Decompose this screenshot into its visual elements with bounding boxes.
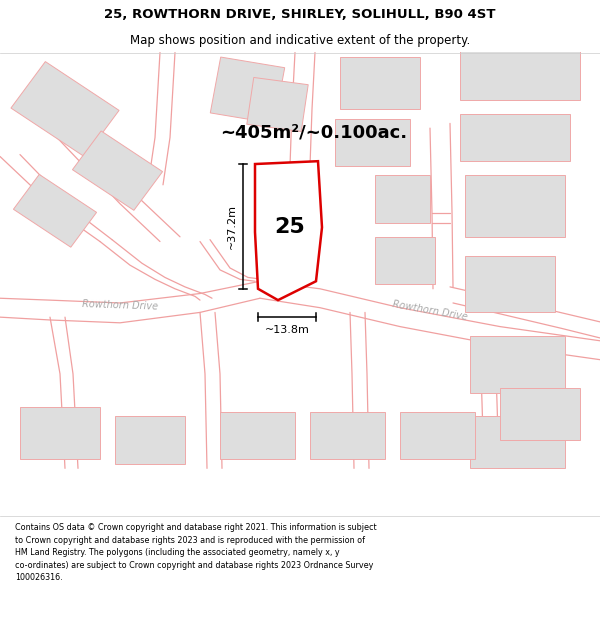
Bar [20, 407, 100, 459]
Bar [470, 336, 565, 392]
Bar [375, 176, 430, 222]
Polygon shape [13, 174, 97, 248]
Bar [115, 416, 185, 464]
Text: Map shows position and indicative extent of the property.: Map shows position and indicative extent… [130, 34, 470, 48]
Polygon shape [73, 131, 163, 211]
Text: ~37.2m: ~37.2m [227, 204, 237, 249]
Bar [400, 412, 475, 459]
Text: ~13.8m: ~13.8m [265, 325, 310, 335]
Polygon shape [210, 57, 285, 124]
Text: 25: 25 [275, 217, 305, 238]
Polygon shape [255, 161, 322, 300]
Bar [375, 237, 435, 284]
Bar [465, 176, 565, 237]
Text: Contains OS data © Crown copyright and database right 2021. This information is : Contains OS data © Crown copyright and d… [15, 523, 377, 582]
Bar [465, 256, 555, 312]
Text: ~405m²/~0.100ac.: ~405m²/~0.100ac. [220, 124, 407, 142]
Polygon shape [247, 78, 308, 131]
Bar [500, 388, 580, 440]
Bar [460, 48, 580, 100]
Text: Rowthorn Drive: Rowthorn Drive [392, 299, 468, 322]
Polygon shape [11, 62, 119, 157]
Bar [470, 416, 565, 468]
Bar [460, 114, 570, 161]
Bar [220, 412, 295, 459]
Bar [335, 119, 410, 166]
Bar [310, 412, 385, 459]
Text: Rowthorn Drive: Rowthorn Drive [82, 299, 158, 312]
Text: 25, ROWTHORN DRIVE, SHIRLEY, SOLIHULL, B90 4ST: 25, ROWTHORN DRIVE, SHIRLEY, SOLIHULL, B… [104, 8, 496, 21]
Bar [340, 58, 420, 109]
